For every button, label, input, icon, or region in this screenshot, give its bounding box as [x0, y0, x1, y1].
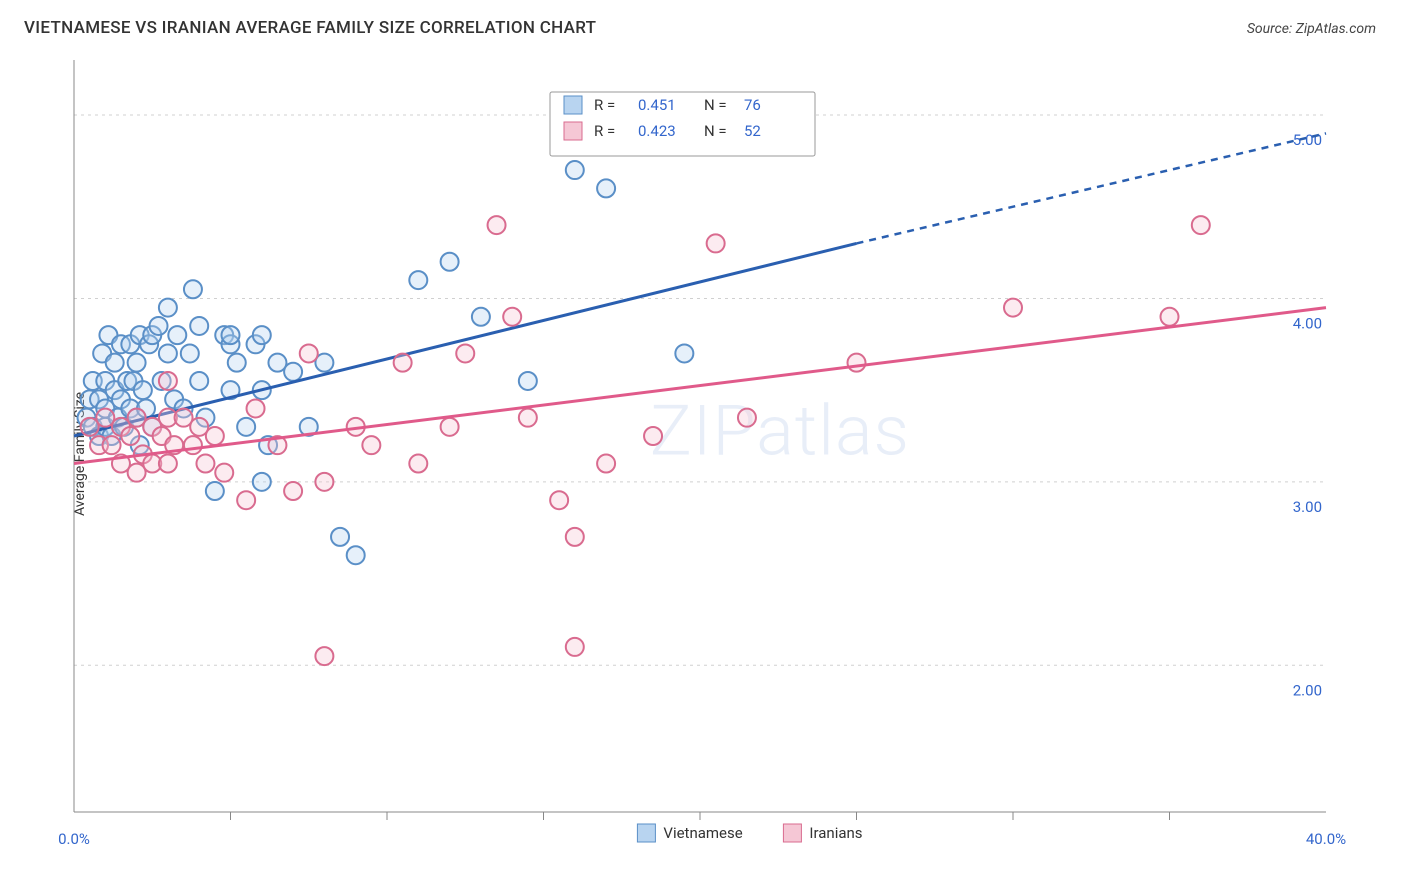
- x-tick-label: 0.0%: [58, 830, 90, 848]
- scatter-point: [215, 464, 233, 482]
- legend-series-name: Vietnamese: [663, 824, 742, 842]
- scatter-point: [566, 161, 584, 179]
- scatter-point: [331, 528, 349, 546]
- scatter-point: [566, 638, 584, 656]
- scatter-point: [362, 436, 380, 454]
- scatter-point: [237, 491, 255, 509]
- scatter-point: [315, 473, 333, 491]
- legend-n-value: 52: [744, 122, 761, 140]
- scatter-point: [159, 299, 177, 317]
- scatter-point: [409, 271, 427, 289]
- scatter-point: [456, 344, 474, 362]
- scatter-point: [848, 354, 866, 372]
- scatter-point: [347, 546, 365, 564]
- scatter-point: [1004, 299, 1022, 317]
- legend-swatch: [637, 824, 655, 842]
- series-legend: Vietnamese Iranians: [637, 824, 862, 842]
- scatter-point: [190, 372, 208, 390]
- scatter-point: [150, 317, 168, 335]
- scatter-point: [300, 344, 318, 362]
- scatter-point: [103, 436, 121, 454]
- legend-swatch: [783, 824, 801, 842]
- scatter-point: [196, 455, 214, 473]
- scatter-point: [519, 409, 537, 427]
- scatter-point: [121, 427, 139, 445]
- scatter-point: [284, 363, 302, 381]
- legend-r-label: R =: [594, 122, 615, 140]
- scatter-point: [159, 344, 177, 362]
- stats-legend: R = 0.451 N = 76 R = 0.423 N = 52: [550, 92, 815, 156]
- scatter-point: [253, 473, 271, 491]
- chart-source: Source: ZipAtlas.com: [1247, 21, 1376, 37]
- scatter-point: [206, 427, 224, 445]
- scatter-point: [206, 482, 224, 500]
- chart-title: VIETNAMESE VS IRANIAN AVERAGE FAMILY SIZ…: [24, 18, 596, 38]
- scatter-point: [1192, 216, 1210, 234]
- scatter-point: [222, 326, 240, 344]
- legend-n-label: N =: [704, 96, 727, 114]
- scatter-point: [284, 482, 302, 500]
- scatter-point: [168, 326, 186, 344]
- scatter-point: [128, 354, 146, 372]
- scatter-point: [503, 308, 521, 326]
- y-tick-label: 4.00: [1293, 314, 1322, 332]
- y-tick-label: 2.00: [1293, 681, 1322, 699]
- scatter-point: [184, 436, 202, 454]
- y-tick-label: 3.00: [1293, 498, 1322, 516]
- scatter-point: [247, 399, 265, 417]
- scatter-point: [441, 253, 459, 271]
- legend-swatch: [564, 96, 582, 114]
- legend-r-value: 0.451: [638, 96, 676, 114]
- scatter-point: [707, 234, 725, 252]
- scatter-point: [159, 372, 177, 390]
- scatter-point: [597, 179, 615, 197]
- scatter-point: [644, 427, 662, 445]
- x-tick-label: 40.0%: [1306, 830, 1346, 848]
- scatter-point: [675, 344, 693, 362]
- scatter-point: [394, 354, 412, 372]
- source-prefix: Source:: [1247, 21, 1296, 37]
- scatter-point: [190, 317, 208, 335]
- legend-r-value: 0.423: [638, 122, 676, 140]
- scatter-point: [597, 455, 615, 473]
- legend-n-label: N =: [704, 122, 727, 140]
- legend-n-value: 76: [744, 96, 761, 114]
- scatter-point: [228, 354, 246, 372]
- trend-line: [74, 243, 857, 436]
- scatter-point: [253, 326, 271, 344]
- source-name: ZipAtlas.com: [1296, 21, 1376, 37]
- scatter-point: [181, 344, 199, 362]
- watermark: ZIPatlas: [650, 390, 910, 472]
- legend-series-name: Iranians: [809, 824, 862, 842]
- legend-r-label: R =: [594, 96, 615, 114]
- chart-area: Average Family Size 2.003.004.005.00ZIPa…: [24, 52, 1386, 856]
- scatter-point: [519, 372, 537, 390]
- scatter-point: [550, 491, 568, 509]
- scatter-point: [106, 354, 124, 372]
- scatter-point: [566, 528, 584, 546]
- trend-line-extrapolated: [857, 133, 1327, 243]
- scatter-point: [237, 418, 255, 436]
- scatter-point: [134, 381, 152, 399]
- scatter-point: [738, 409, 756, 427]
- y-tick-label: 5.00: [1293, 131, 1322, 149]
- scatter-point: [441, 418, 459, 436]
- scatter-point: [488, 216, 506, 234]
- scatter-point: [472, 308, 490, 326]
- scatter-plot: 2.00 3.00 4.00 5.00 ZIPatlas 0.0% 40.0% R = 0.45…: [24, 52, 1386, 856]
- scatter-point: [315, 647, 333, 665]
- legend-swatch: [564, 122, 582, 140]
- scatter-point: [159, 455, 177, 473]
- scatter-point: [184, 280, 202, 298]
- scatter-point: [409, 455, 427, 473]
- scatter-point: [1161, 308, 1179, 326]
